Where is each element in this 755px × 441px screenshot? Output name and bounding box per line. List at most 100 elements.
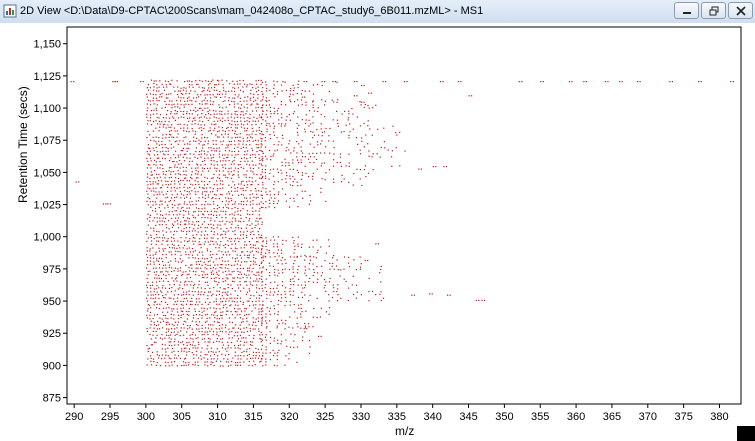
data-point [185,321,187,323]
data-point [150,320,152,322]
data-point [262,304,264,306]
data-point [293,263,295,265]
data-point [266,131,268,133]
data-point [173,314,175,316]
data-point [174,354,176,356]
data-point [173,244,175,246]
data-point [175,250,177,252]
data-point [239,277,241,279]
data-point [186,113,188,115]
x-tick-label: 325 [316,411,334,423]
data-point [367,143,369,145]
data-point [165,137,167,139]
data-point [225,300,227,302]
data-point [281,263,283,265]
data-point [163,314,165,317]
data-point [183,104,185,106]
data-point [153,164,155,166]
data-point [170,291,173,293]
data-point [176,100,178,102]
data-point [256,117,258,119]
data-point [177,223,179,225]
data-point [328,300,330,302]
data-point [147,147,150,149]
restore-button[interactable] [701,2,726,19]
data-point [443,166,445,168]
data-point [257,280,259,282]
data-point [161,318,163,320]
data-point [262,87,264,89]
data-point [194,187,196,189]
data-point [276,325,278,327]
data-point [323,131,326,133]
data-point [147,308,149,310]
data-point [188,280,190,283]
data-point [170,187,172,189]
data-point [229,193,231,195]
data-point [234,260,237,262]
data-point [296,346,299,348]
x-tick-label: 365 [603,411,621,423]
minimize-button[interactable] [674,2,699,19]
data-point [312,116,314,118]
data-point [256,83,258,85]
data-point [483,299,486,301]
data-point [182,310,184,312]
data-point [192,117,195,119]
data-point [234,87,236,89]
scatter-plot[interactable]: 8759009259509751,0001,0251,0501,0751,100… [0,23,755,441]
data-point [269,275,271,277]
data-point [240,201,242,203]
data-point [167,238,169,240]
data-point [246,200,248,202]
data-point [215,170,217,172]
data-point [272,265,275,267]
data-point [355,137,357,139]
data-point [289,346,292,348]
data-point [239,238,241,240]
x-tick-label: 350 [495,411,513,423]
data-point [250,97,252,99]
data-point [162,194,164,196]
data-point [177,204,179,206]
data-point [285,150,287,152]
data-point [191,174,193,176]
data-point [227,133,229,135]
plot-area[interactable]: 875 900 925 950 975 1,000 1,025 1,050 1,075 1,100… [0,23,755,441]
data-point [229,221,231,223]
data-point [232,181,234,183]
data-point [247,270,249,272]
data-point [168,211,170,213]
data-point [176,324,179,326]
data-point [359,125,361,127]
data-point [147,350,149,353]
data-point [185,170,187,172]
data-point [185,237,187,239]
data-point [222,344,224,346]
data-point [309,256,311,258]
data-point [159,123,161,125]
data-point [140,81,142,83]
data-point [151,124,153,126]
data-point [281,117,283,119]
title-bar[interactable]: 2D View <D:\Data\D9-CPTAC\200Scans\mam_0… [0,0,755,24]
data-point [155,161,158,163]
data-point [192,130,194,132]
data-point [196,97,198,99]
data-point [359,101,361,103]
data-point [253,100,255,102]
data-point [230,347,232,349]
data-point [241,351,243,354]
data-point [372,169,374,171]
data-point [179,190,181,193]
close-button[interactable] [728,2,753,19]
data-point [153,177,155,179]
data-point [165,183,167,186]
data-point [233,173,235,176]
data-point [227,177,229,179]
data-point [293,256,295,258]
data-point [170,166,172,168]
data-point [167,261,169,263]
data-point [195,267,197,269]
data-point [186,190,188,193]
